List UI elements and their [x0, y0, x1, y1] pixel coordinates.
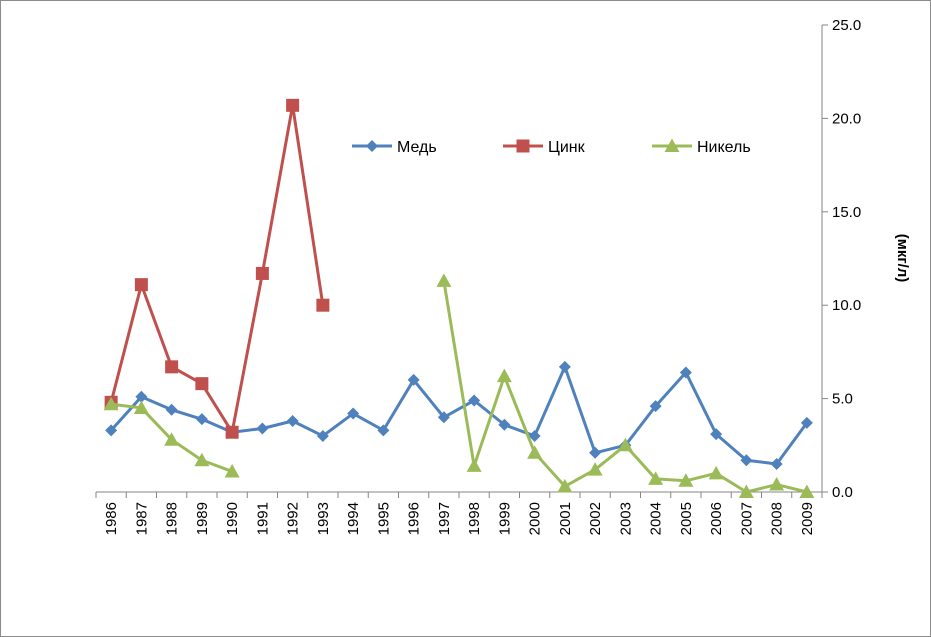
- series-line: [109, 103, 325, 434]
- data-point: [133, 400, 149, 414]
- data-point: [740, 454, 753, 467]
- series-triangle: [103, 273, 815, 498]
- data-point: [466, 458, 482, 472]
- data-point: [770, 457, 783, 470]
- data-point: [135, 390, 148, 403]
- data-point: [436, 273, 452, 287]
- data-point: [648, 471, 664, 485]
- data-point: [617, 437, 633, 452]
- data-point: [255, 266, 269, 280]
- legend-marker: [366, 140, 378, 152]
- data-point: [407, 373, 420, 386]
- x-tick-label: 1989: [194, 502, 211, 535]
- y-tick-label: 15.0: [832, 204, 861, 221]
- data-point: [710, 428, 723, 441]
- data-point: [496, 368, 512, 383]
- x-tick-label: 2007: [738, 502, 755, 535]
- y-tick-label: 10.0: [832, 297, 861, 314]
- x-tick-label: 2005: [678, 502, 695, 535]
- data-point: [286, 415, 299, 428]
- x-tick-label: 1987: [133, 502, 150, 535]
- data-point: [195, 377, 209, 391]
- y-axis: 0.0 5.0 10.0 15.0 20.0 25.0: [821, 17, 861, 501]
- data-point: [134, 278, 148, 292]
- series-square: [104, 98, 330, 439]
- data-point: [224, 463, 240, 478]
- x-tick-label: 2006: [708, 502, 725, 535]
- data-point: [557, 478, 573, 493]
- x-tick-label: 1998: [466, 502, 483, 535]
- data-point: [799, 484, 815, 498]
- x-tick-label: 1997: [436, 502, 453, 535]
- data-point: [527, 445, 543, 459]
- x-tick-label: 1999: [496, 502, 513, 535]
- legend-label: Цинк: [548, 139, 586, 156]
- x-tick-label: 1988: [164, 502, 181, 535]
- data-point: [256, 422, 269, 435]
- x-tick-label: 2009: [799, 502, 816, 535]
- data-point: [195, 413, 208, 426]
- data-point: [708, 465, 724, 480]
- y-tick-label: 20.0: [832, 110, 861, 127]
- x-tick-label: 1990: [224, 502, 241, 535]
- x-tick-label: 2000: [527, 502, 544, 535]
- data-point: [164, 432, 180, 446]
- data-point: [105, 424, 118, 437]
- data-point: [678, 473, 694, 487]
- data-point: [437, 411, 450, 424]
- data-point: [225, 425, 239, 439]
- data-point: [347, 407, 360, 420]
- y-axis-title: (мкг/л): [894, 234, 911, 283]
- data-point: [286, 98, 300, 112]
- data-point: [165, 360, 179, 374]
- x-tick-label: 2002: [587, 502, 604, 535]
- data-point: [528, 429, 541, 442]
- data-point: [738, 484, 754, 498]
- y-tick-label: 0.0: [832, 484, 853, 501]
- data-point: [316, 298, 330, 312]
- legend-marker: [516, 139, 530, 153]
- x-tick-label: 1995: [375, 502, 392, 535]
- series-layer: [103, 98, 815, 498]
- data-point: [587, 462, 603, 476]
- x-tick-label: 1994: [345, 502, 362, 535]
- data-point: [769, 477, 785, 491]
- legend-label: Никель: [697, 139, 751, 156]
- data-point: [800, 416, 813, 429]
- data-point: [649, 400, 662, 413]
- legend-item: Никель: [652, 138, 751, 156]
- legend-label: Медь: [397, 139, 437, 156]
- y-tick-label: 5.0: [832, 391, 853, 408]
- data-point: [377, 424, 390, 437]
- data-point: [468, 394, 481, 407]
- x-tick-label: 1996: [406, 502, 423, 535]
- x-tick-label: 1991: [254, 502, 271, 535]
- x-tick-label: 2003: [617, 502, 634, 535]
- y-tick-label: 25.0: [832, 17, 861, 34]
- data-point: [316, 429, 329, 442]
- legend-marker: [664, 138, 680, 152]
- data-point: [589, 446, 602, 459]
- legend: Медь Цинк Никель: [352, 138, 751, 156]
- data-point: [165, 403, 178, 416]
- data-point: [679, 366, 692, 379]
- x-tick-label: 2008: [769, 502, 786, 535]
- legend-item: Цинк: [503, 139, 586, 156]
- x-axis: 1986 1987 1988 1989 1990 1991 1992 1993 1994 1995…: [95, 491, 823, 535]
- data-point: [194, 452, 210, 467]
- x-tick-label: 1992: [285, 502, 302, 535]
- legend-item: Медь: [352, 139, 437, 156]
- x-tick-label: 2004: [648, 502, 665, 535]
- x-tick-label: 1986: [103, 502, 120, 535]
- x-tick-label: 1993: [315, 502, 332, 535]
- data-point: [103, 396, 119, 411]
- x-tick-label: 2001: [557, 502, 574, 535]
- data-point: [558, 360, 571, 373]
- data-point: [498, 418, 511, 431]
